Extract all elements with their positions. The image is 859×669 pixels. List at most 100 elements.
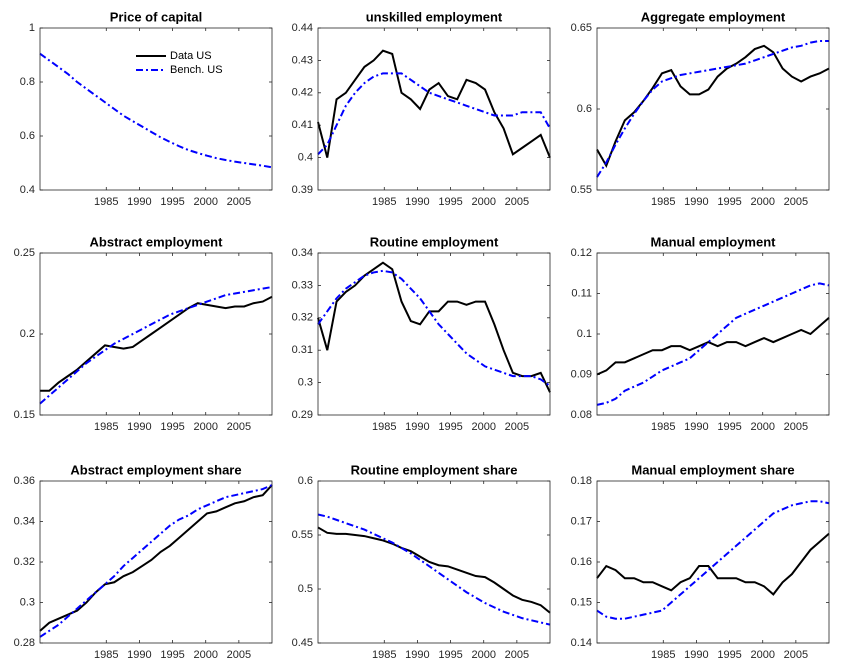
axes-box bbox=[39, 252, 273, 416]
x-tick-label: 1985 bbox=[651, 421, 675, 433]
y-tick-label: 0.15 bbox=[571, 596, 592, 608]
x-tick-label: 2005 bbox=[505, 196, 529, 208]
legend-label: Data US bbox=[170, 50, 212, 62]
y-tick-label: 1 bbox=[29, 22, 35, 34]
y-tick-label: 0.3 bbox=[20, 596, 35, 608]
y-tick-label: 0.31 bbox=[292, 344, 313, 356]
y-tick-label: 0.44 bbox=[292, 22, 313, 34]
plot-area bbox=[597, 28, 829, 190]
y-tick-label: 0.65 bbox=[571, 22, 592, 34]
x-tick-label: 2005 bbox=[227, 421, 251, 433]
x-tick-label: 2000 bbox=[193, 421, 217, 433]
data-line bbox=[39, 286, 273, 405]
x-tick-label: 1985 bbox=[94, 421, 118, 433]
y-tick-label: 0.6 bbox=[20, 130, 35, 142]
data-line bbox=[39, 484, 273, 638]
data-line bbox=[317, 261, 551, 393]
x-tick-label: 1990 bbox=[405, 196, 429, 208]
x-tick-label: 2005 bbox=[784, 196, 808, 208]
plot-area bbox=[40, 253, 272, 415]
plot-area bbox=[318, 481, 550, 643]
chart-title: Price of capital bbox=[110, 9, 202, 24]
data-line bbox=[317, 49, 551, 158]
y-tick-label: 0.6 bbox=[298, 475, 313, 487]
x-tick-label: 1985 bbox=[372, 649, 396, 661]
legend-box bbox=[129, 43, 253, 83]
x-tick-label: 1995 bbox=[160, 421, 184, 433]
y-tick-label: 0.12 bbox=[571, 247, 592, 259]
x-tick-label: 2000 bbox=[750, 649, 774, 661]
y-tick-label: 0.34 bbox=[292, 247, 313, 259]
data-line bbox=[596, 500, 830, 620]
y-tick-label: 0.41 bbox=[292, 119, 313, 131]
plot-area bbox=[40, 481, 272, 643]
x-tick-label: 2000 bbox=[471, 649, 495, 661]
y-tick-label: 0.17 bbox=[571, 515, 592, 527]
y-tick-label: 0.32 bbox=[292, 312, 313, 324]
chart-title: Manual employment share bbox=[631, 462, 794, 477]
y-tick-label: 0.28 bbox=[14, 637, 35, 649]
y-tick-label: 0.29 bbox=[292, 409, 313, 421]
x-tick-label: 2005 bbox=[505, 421, 529, 433]
axes-box bbox=[39, 27, 273, 191]
chart-title: Routine employment bbox=[370, 234, 499, 249]
legend-label: Bench. US bbox=[170, 64, 223, 76]
x-tick-label: 1990 bbox=[405, 421, 429, 433]
x-tick-label: 1990 bbox=[127, 196, 151, 208]
y-tick-label: 0.8 bbox=[20, 76, 35, 88]
x-tick-label: 1990 bbox=[405, 649, 429, 661]
y-tick-label: 0.08 bbox=[571, 409, 592, 421]
x-tick-label: 2005 bbox=[784, 649, 808, 661]
y-tick-label: 0.11 bbox=[571, 287, 592, 299]
chart-title: Aggregate employment bbox=[641, 9, 786, 24]
x-tick-label: 1995 bbox=[160, 196, 184, 208]
x-tick-label: 1995 bbox=[717, 649, 741, 661]
axes-box bbox=[596, 480, 830, 644]
chart-title: Routine employment share bbox=[351, 462, 518, 477]
y-tick-label: 0.3 bbox=[298, 377, 313, 389]
data-line bbox=[596, 532, 830, 596]
x-tick-label: 1985 bbox=[372, 421, 396, 433]
data-line bbox=[39, 484, 273, 632]
chart-title: Manual employment bbox=[651, 234, 777, 249]
plot-area bbox=[318, 28, 550, 190]
x-tick-label: 1995 bbox=[438, 421, 462, 433]
x-tick-label: 2005 bbox=[784, 421, 808, 433]
axes-box bbox=[596, 27, 830, 191]
y-tick-label: 0.2 bbox=[20, 328, 35, 340]
y-tick-label: 0.43 bbox=[292, 54, 313, 66]
x-tick-label: 1985 bbox=[372, 196, 396, 208]
y-tick-label: 0.15 bbox=[14, 409, 35, 421]
y-tick-label: 0.33 bbox=[292, 279, 313, 291]
plot-area bbox=[597, 481, 829, 643]
data-line bbox=[596, 282, 830, 406]
y-tick-label: 0.25 bbox=[14, 247, 35, 259]
y-tick-label: 0.39 bbox=[292, 184, 313, 196]
axes-box bbox=[39, 480, 273, 644]
data-line bbox=[39, 52, 273, 169]
x-tick-label: 2000 bbox=[193, 649, 217, 661]
x-tick-label: 1995 bbox=[438, 196, 462, 208]
x-tick-label: 1995 bbox=[438, 649, 462, 661]
data-line bbox=[596, 317, 830, 376]
data-line bbox=[317, 72, 551, 156]
x-tick-label: 2000 bbox=[750, 196, 774, 208]
axes-box bbox=[317, 480, 551, 644]
y-tick-label: 0.16 bbox=[571, 556, 592, 568]
x-tick-label: 1995 bbox=[717, 196, 741, 208]
y-tick-label: 0.6 bbox=[577, 103, 592, 115]
axes-box bbox=[596, 252, 830, 416]
y-tick-label: 0.18 bbox=[571, 475, 592, 487]
axes-box bbox=[317, 252, 551, 416]
y-tick-label: 0.1 bbox=[577, 328, 592, 340]
y-tick-label: 0.36 bbox=[14, 475, 35, 487]
y-tick-label: 0.32 bbox=[14, 556, 35, 568]
chart-title: unskilled employment bbox=[366, 9, 503, 24]
x-tick-label: 1990 bbox=[684, 196, 708, 208]
axes-box bbox=[317, 27, 551, 191]
y-tick-label: 0.34 bbox=[14, 515, 35, 527]
x-tick-label: 1985 bbox=[651, 196, 675, 208]
y-tick-label: 0.42 bbox=[292, 87, 313, 99]
